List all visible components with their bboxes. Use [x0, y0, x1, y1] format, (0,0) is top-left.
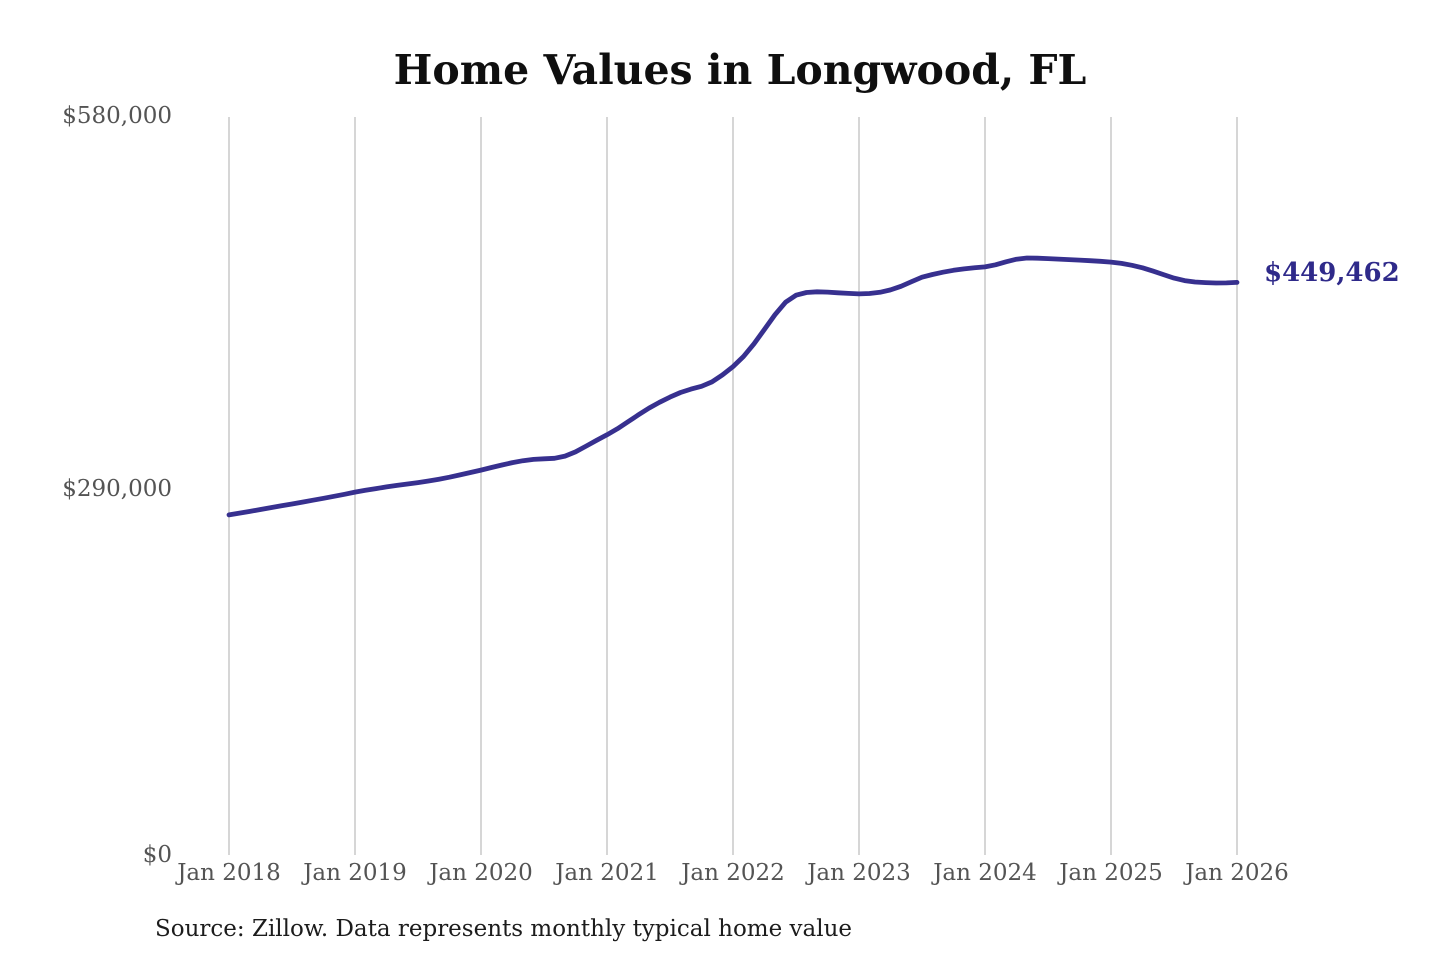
x-tick-label: Jan 2023	[805, 860, 911, 886]
y-tick-label: $290,000	[62, 476, 172, 502]
x-tick-label: Jan 2022	[679, 860, 785, 886]
y-tick-label: $0	[143, 842, 172, 868]
y-tick-label: $580,000	[62, 103, 172, 129]
x-tick-label: Jan 2021	[553, 860, 659, 886]
x-tick-label: Jan 2026	[1183, 860, 1289, 886]
home-value-line	[226, 255, 1240, 518]
y-axis: $580,000 $290,000 $0	[62, 103, 172, 868]
chart-title: Home Values in Longwood, FL	[394, 46, 1087, 94]
x-tick-label: Jan 2024	[931, 860, 1037, 886]
x-axis: Jan 2018 Jan 2019 Jan 2020 Jan 2021 Jan …	[175, 860, 1289, 886]
x-tick-label: Jan 2018	[175, 860, 281, 886]
x-tick-label: Jan 2020	[427, 860, 533, 886]
source-note: Source: Zillow. Data represents monthly …	[155, 916, 852, 942]
current-value-label: $449,462	[1264, 258, 1400, 288]
x-tick-label: Jan 2025	[1057, 860, 1163, 886]
x-tick-label: Jan 2019	[301, 860, 407, 886]
gridlines	[228, 117, 1238, 855]
